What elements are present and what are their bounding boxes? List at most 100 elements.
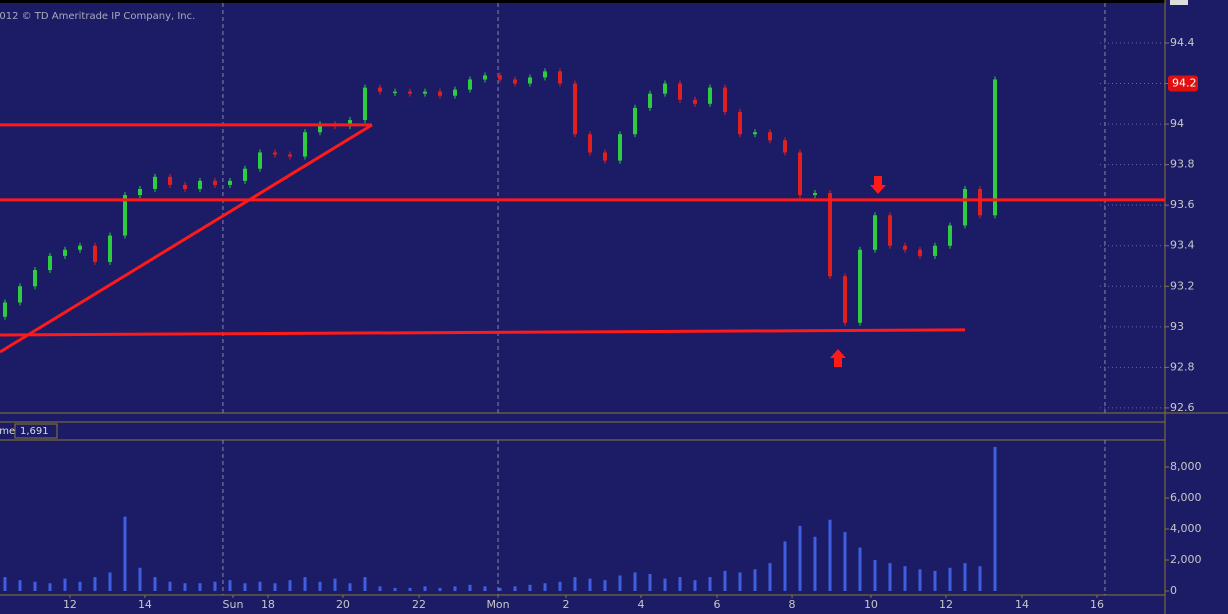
candle	[362, 87, 367, 121]
y-tick-label: 93.2	[1170, 279, 1195, 292]
x-tick-label: 10	[864, 598, 878, 611]
volume-bar	[258, 581, 262, 592]
trendline	[0, 123, 373, 354]
candle	[798, 152, 803, 196]
top-strip	[0, 0, 1165, 3]
x-tick-label: 16	[1090, 598, 1104, 611]
volume-bar	[168, 581, 172, 592]
candle	[633, 107, 638, 135]
candle	[512, 79, 517, 84]
candle	[618, 134, 623, 161]
candle	[978, 188, 983, 216]
volume-bar	[903, 566, 907, 592]
candle	[678, 83, 683, 100]
candle	[77, 245, 82, 250]
candle	[753, 132, 758, 135]
volume-bar	[3, 577, 7, 592]
y-tick-label: 93.8	[1170, 158, 1195, 171]
volume-value: 1,691	[20, 426, 49, 437]
y2-tick-label: 6,000	[1170, 491, 1202, 504]
volume-bar	[708, 577, 712, 592]
candle	[422, 91, 427, 94]
volume-bar	[873, 560, 877, 592]
candle	[828, 193, 833, 277]
candle	[167, 176, 172, 185]
candle	[197, 180, 202, 189]
x-tick-label: 12	[939, 598, 953, 611]
volume-bar	[993, 446, 997, 592]
volume-bar	[408, 587, 412, 592]
x-tick-label: 14	[138, 598, 152, 611]
candle	[152, 176, 157, 189]
candle	[122, 195, 127, 236]
volume-bar	[288, 580, 292, 592]
volume-bar	[468, 584, 472, 592]
volume-bar	[453, 586, 457, 592]
volume-bar	[798, 525, 802, 592]
volume-bar	[738, 572, 742, 592]
corner-button[interactable]	[1170, 0, 1188, 5]
y-tick-label: 92.8	[1170, 360, 1195, 373]
candle	[377, 87, 382, 92]
y2-tick-label: 8,000	[1170, 460, 1202, 473]
candle	[467, 79, 472, 90]
candle	[317, 124, 322, 133]
volume-bar	[843, 532, 847, 592]
candle	[2, 302, 7, 317]
candle	[257, 152, 262, 169]
candle	[182, 184, 187, 189]
y-tick-label: 94.4	[1170, 36, 1195, 49]
volume-bar	[93, 577, 97, 592]
volume-bar	[603, 580, 607, 592]
y-tick-label: 93.6	[1170, 198, 1195, 211]
candle	[557, 71, 562, 84]
volume-bar	[948, 567, 952, 592]
volume-bar	[483, 586, 487, 592]
candle	[62, 249, 67, 256]
candle	[452, 89, 457, 96]
candle	[392, 91, 397, 94]
volume-bar	[918, 569, 922, 592]
last-price-label: 94.2	[1172, 77, 1197, 90]
candle	[107, 235, 112, 262]
candle	[407, 91, 412, 94]
copyright: 2012 © TD Ameritrade IP Company, Inc.	[0, 11, 195, 22]
volume-bar	[423, 586, 427, 592]
volume-bar	[963, 563, 967, 592]
x-tick-label: Sun	[223, 598, 244, 611]
candle	[572, 83, 577, 135]
candle	[47, 255, 52, 271]
up-arrow	[830, 349, 846, 367]
volume-bar	[783, 541, 787, 592]
volume-title: Volume	[0, 426, 15, 437]
x-tick-label: 8	[789, 598, 796, 611]
candle	[918, 249, 923, 256]
volume-bar	[693, 580, 697, 592]
volume-bar	[213, 581, 217, 592]
volume-bar	[663, 578, 667, 592]
candle	[212, 180, 217, 185]
candle	[497, 75, 502, 80]
volume-bar	[528, 584, 532, 592]
y2-tick-label: 2,000	[1170, 553, 1202, 566]
volume-bar	[48, 583, 52, 592]
volume-bar	[498, 587, 502, 592]
volume-bar	[768, 563, 772, 592]
volume-bar	[753, 569, 757, 592]
volume-bar	[588, 578, 592, 592]
candle	[137, 188, 142, 196]
x-tick-label: 2	[562, 598, 569, 611]
candle	[242, 168, 247, 181]
down-arrow	[870, 176, 886, 194]
candle	[738, 111, 743, 135]
x-tick-label: 12	[63, 598, 77, 611]
volume-bar	[183, 583, 187, 592]
volume-bar	[813, 536, 817, 592]
volume-bar	[333, 578, 337, 592]
candle	[903, 245, 908, 250]
y-tick-label: 93.4	[1170, 239, 1195, 252]
y2-tick-label: 4,000	[1170, 522, 1202, 535]
volume-bar	[828, 519, 832, 592]
